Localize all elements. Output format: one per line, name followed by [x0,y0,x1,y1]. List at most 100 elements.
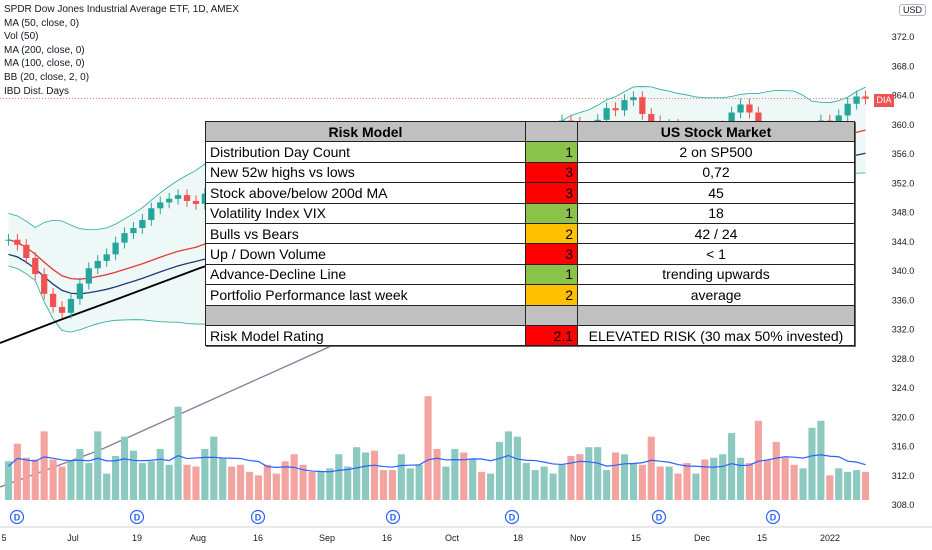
dist-day-label: D [656,513,663,523]
dist-day-marker[interactable] [651,509,667,525]
dist-day-marker[interactable] [765,509,781,525]
candle [49,293,57,307]
volume-bar [165,464,173,500]
legend-line[interactable]: MA (50, close, 0) [4,17,80,29]
volume-bar [549,473,557,500]
price-axis-bg [870,0,932,550]
volume-bar [299,464,307,500]
volume-bar [728,433,736,500]
x-tick-label: Jul [67,533,79,543]
currency-badge[interactable]: USD [898,4,926,16]
legend-line[interactable]: MA (100, close, 0) [4,58,85,70]
volume-bar [558,464,566,500]
row-label: Distribution Day Count [205,141,526,163]
dist-day-label: D [14,513,21,523]
volume-bar [585,447,593,500]
candle [746,104,753,113]
dist-day-marker[interactable] [385,509,401,525]
volume-bar [495,441,504,500]
candle [67,298,75,313]
candle [121,233,128,243]
rating-value: ELEVATED RISK (30 max 50% invested) [577,324,855,347]
volume-bar [4,461,13,500]
candle [139,219,146,229]
y-tick-label: 328.0 [892,354,915,364]
volume-bar [835,468,843,500]
volume-bar [710,457,718,500]
row-label: Advance-Decline Line [205,263,526,286]
candle [183,195,191,201]
volume-bar [567,456,575,500]
x-tick-label: 16 [253,533,263,543]
volume-bar [469,459,477,500]
rating-label: Risk Model Rating [205,324,526,347]
dist-day-marker[interactable] [9,509,25,525]
row-score: 3 [525,161,578,184]
candle [130,228,137,234]
legend-line[interactable]: MA (200, close, 0) [4,44,85,56]
dist-day-marker[interactable] [250,509,266,525]
y-tick-label: 364.0 [892,91,915,101]
risk-model-table: Risk Model US Stock Market Distribution … [205,120,855,347]
row-value: 2 on SP500 [577,141,855,163]
volume-bar [353,447,361,500]
volume-bar [844,471,852,500]
volume-bar [388,470,396,500]
chart-legend: SPDR Dow Jones Industrial Average ETF, 1… [4,3,239,98]
volume-bar [478,471,486,500]
dist-day-label: D [390,513,397,523]
volume-bar [424,396,432,500]
volume-bar [460,452,468,500]
candle [23,244,30,258]
x-tick-label: 19 [132,533,142,543]
table-spacer-row [205,304,855,326]
volume-bar [540,466,548,500]
candle [58,306,66,313]
volume-bar [853,470,861,500]
y-tick-label: 372.0 [892,32,915,42]
volume-bar [58,466,66,500]
volume-bar [442,466,450,500]
row-value: < 1 [577,243,855,265]
y-tick-label: 368.0 [892,61,915,71]
candle [192,200,200,204]
candle [201,193,209,204]
volume-bar [754,420,762,500]
volume-bar [335,454,343,500]
legend-line[interactable]: BB (20, close, 2, 0) [4,71,90,83]
table-row: New 52w highs vs lows 3 0,72 [205,161,855,184]
candle [844,103,851,116]
legend-line[interactable]: IBD Dist. Days [4,85,70,97]
volume-bar [629,463,637,500]
x-tick-label: Aug [190,533,206,543]
x-tick-label: Nov [570,533,587,543]
row-value: average [577,284,855,306]
volume-bar [415,464,423,500]
volume-bar [192,466,200,500]
volume-bar [790,464,798,500]
chart-title: SPDR Dow Jones Industrial Average ETF, 1… [4,4,239,15]
volume-bar [611,452,620,500]
candle [32,257,39,275]
volume-bar [183,464,191,500]
row-score: 1 [525,141,578,163]
legend-line[interactable]: Vol (50) [4,31,39,43]
table-row: Distribution Day Count 1 2 on SP500 [205,141,855,163]
volume-bar [49,459,57,500]
volume-bar [112,456,120,500]
volume-bar [808,427,816,500]
volume-bar [683,463,691,500]
dist-day-marker[interactable] [504,509,520,525]
dist-day-marker[interactable] [129,509,145,525]
candle [621,100,628,111]
candle [148,208,155,220]
volume-bar [522,463,530,500]
volume-bar [245,471,254,500]
volume-bar [576,454,584,500]
candle [14,239,21,245]
volume-bar [603,470,611,500]
candle [835,115,842,125]
volume-bar [317,471,325,500]
volume-bar [156,448,164,500]
